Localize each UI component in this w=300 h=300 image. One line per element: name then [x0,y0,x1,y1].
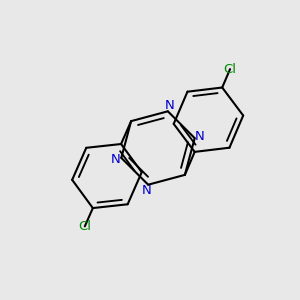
Text: N: N [164,100,174,112]
Text: Cl: Cl [224,63,237,76]
Text: N: N [111,153,121,166]
Text: Cl: Cl [78,220,91,233]
Text: N: N [142,184,152,196]
Text: N: N [195,130,205,143]
